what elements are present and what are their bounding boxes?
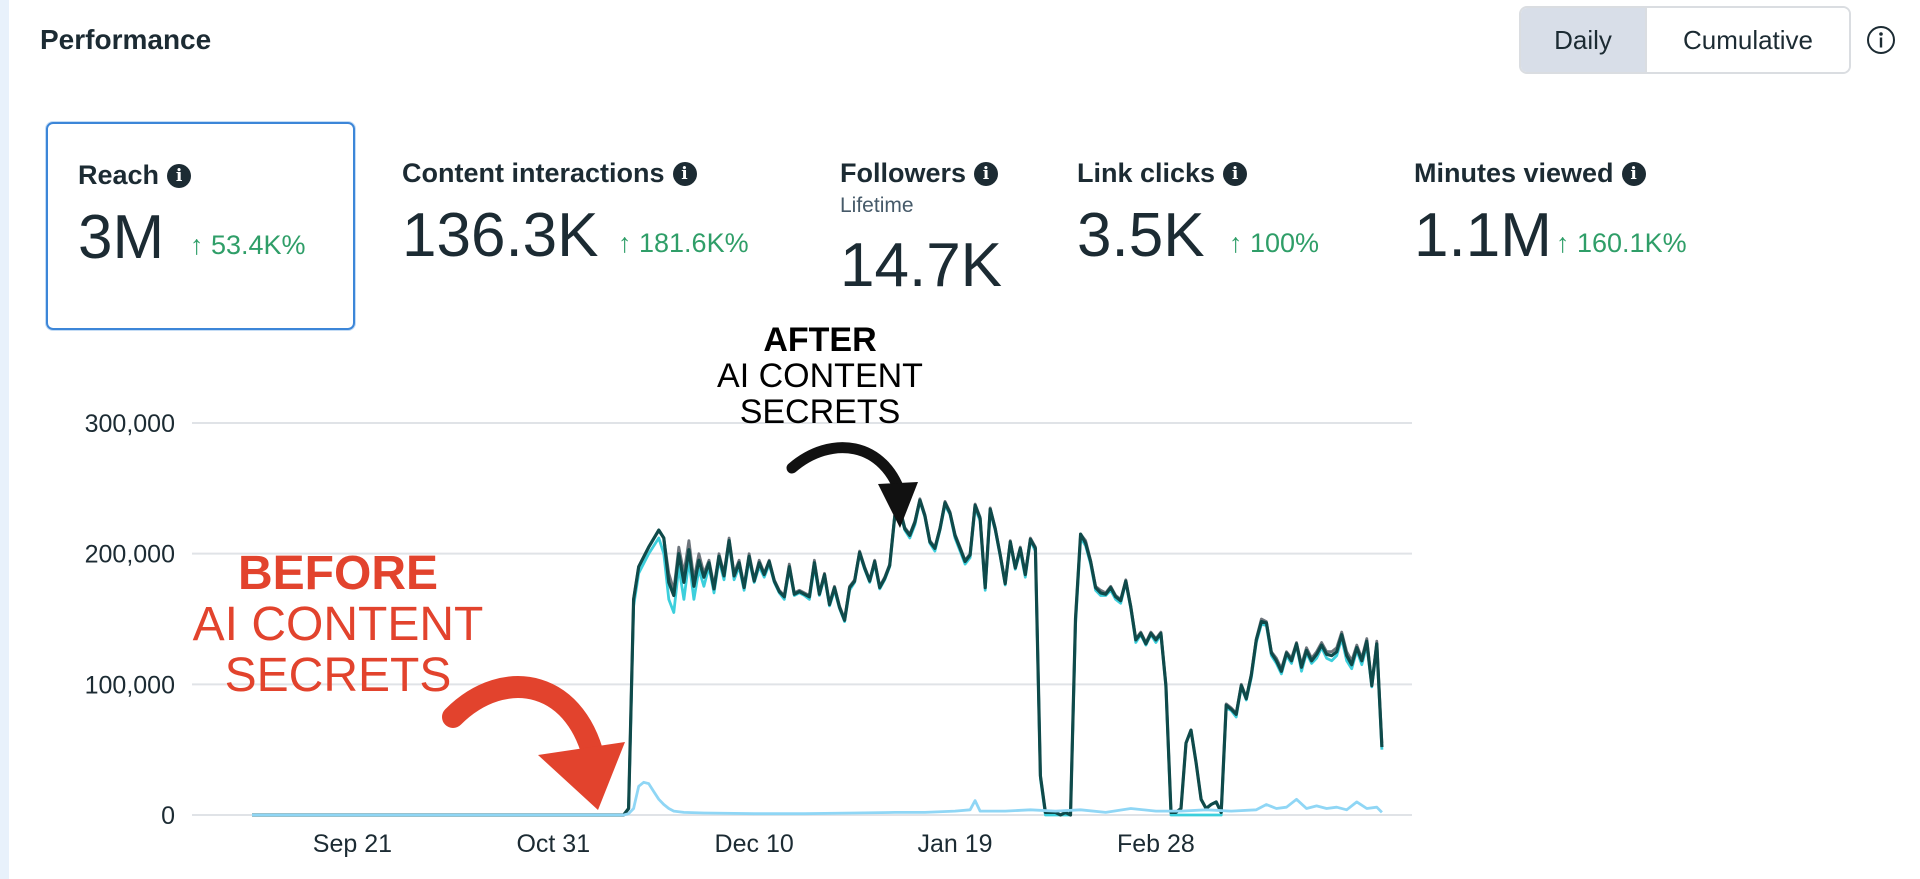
metric-label: Reach bbox=[78, 160, 160, 190]
metric-delta: ↑ 181.6K% bbox=[618, 228, 749, 258]
metric-delta: ↑ 160.1K% bbox=[1556, 228, 1687, 258]
metric-value: 1.1M bbox=[1414, 201, 1552, 270]
y-tick-label: 100,000 bbox=[85, 671, 175, 699]
y-tick-label: 200,000 bbox=[85, 541, 175, 569]
x-tick-label: Sep 21 bbox=[313, 830, 392, 858]
metric-value: 136.3K bbox=[402, 201, 599, 270]
cumulative-toggle-button[interactable]: Cumulative bbox=[1645, 8, 1849, 72]
x-tick-label: Oct 31 bbox=[516, 830, 590, 858]
x-axis-labels: Sep 21 Oct 31 Dec 10 Jan 19 Feb 28 bbox=[313, 830, 1195, 858]
metric-card-content-interactions[interactable]: Content interactions i 136.3K ↑ 181.6K% bbox=[402, 122, 782, 330]
info-icon[interactable]: i bbox=[167, 163, 192, 188]
chart-series bbox=[252, 497, 1384, 817]
series-line-3 bbox=[252, 780, 1383, 817]
metric-sublabel: Lifetime bbox=[840, 194, 914, 217]
series-line-2 bbox=[252, 498, 1384, 817]
after-arrow bbox=[786, 442, 918, 528]
metric-label: Followers bbox=[840, 158, 967, 188]
x-tick-label: Dec 10 bbox=[715, 830, 794, 858]
page-title: Performance bbox=[40, 24, 212, 55]
info-icon[interactable]: i bbox=[672, 161, 697, 186]
metric-label: Link clicks bbox=[1077, 158, 1216, 188]
left-edge-strip bbox=[0, 0, 9, 879]
metric-card-followers[interactable]: Followers i Lifetime 14.7K bbox=[840, 122, 1030, 330]
metric-card-link-clicks[interactable]: Link clicks i 3.5K ↑ 100% bbox=[1077, 122, 1377, 330]
info-icon[interactable]: i bbox=[1621, 161, 1646, 186]
y-axis-labels: 0 100,000 200,000 300,000 bbox=[85, 410, 175, 830]
metric-label: Minutes viewed bbox=[1414, 158, 1614, 188]
x-tick-label: Feb 28 bbox=[1117, 830, 1195, 858]
daily-toggle-button[interactable]: Daily bbox=[1521, 8, 1645, 72]
info-icon[interactable]: i bbox=[974, 161, 999, 186]
metric-value: 3M bbox=[78, 203, 165, 272]
info-icon[interactable]: i bbox=[1223, 161, 1248, 186]
metric-value: 14.7K bbox=[840, 231, 1003, 300]
after-annotation: AFTER AI CONTENT SECRETS bbox=[690, 322, 950, 430]
metric-label: Content interactions bbox=[402, 158, 665, 188]
metric-card-reach[interactable]: Reach i 3M ↑ 53.4K% bbox=[46, 122, 355, 330]
metric-card-minutes-viewed[interactable]: Minutes viewed i 1.1M ↑ 160.1K% bbox=[1414, 122, 1754, 330]
before-annotation-line2: AI CONTENT bbox=[192, 598, 484, 651]
before-annotation-heading: BEFORE bbox=[237, 547, 438, 600]
y-tick-label: 0 bbox=[161, 802, 175, 830]
y-tick-label: 300,000 bbox=[85, 410, 175, 438]
after-annotation-line3: SECRETS bbox=[739, 393, 901, 431]
after-annotation-heading: AFTER bbox=[763, 321, 877, 359]
metric-delta: ↑ 100% bbox=[1229, 228, 1320, 258]
metric-value: 3.5K bbox=[1077, 201, 1205, 270]
after-annotation-line2: AI CONTENT bbox=[717, 357, 923, 395]
view-toggle: Daily Cumulative bbox=[1519, 6, 1851, 74]
before-arrow bbox=[442, 676, 625, 810]
x-tick-label: Jan 19 bbox=[917, 830, 992, 858]
before-annotation: BEFORE AI CONTENT SECRETS bbox=[178, 548, 498, 701]
info-icon[interactable] bbox=[1866, 25, 1896, 55]
metric-delta: ↑ 53.4K% bbox=[190, 230, 306, 260]
before-annotation-line3: SECRETS bbox=[224, 649, 452, 702]
